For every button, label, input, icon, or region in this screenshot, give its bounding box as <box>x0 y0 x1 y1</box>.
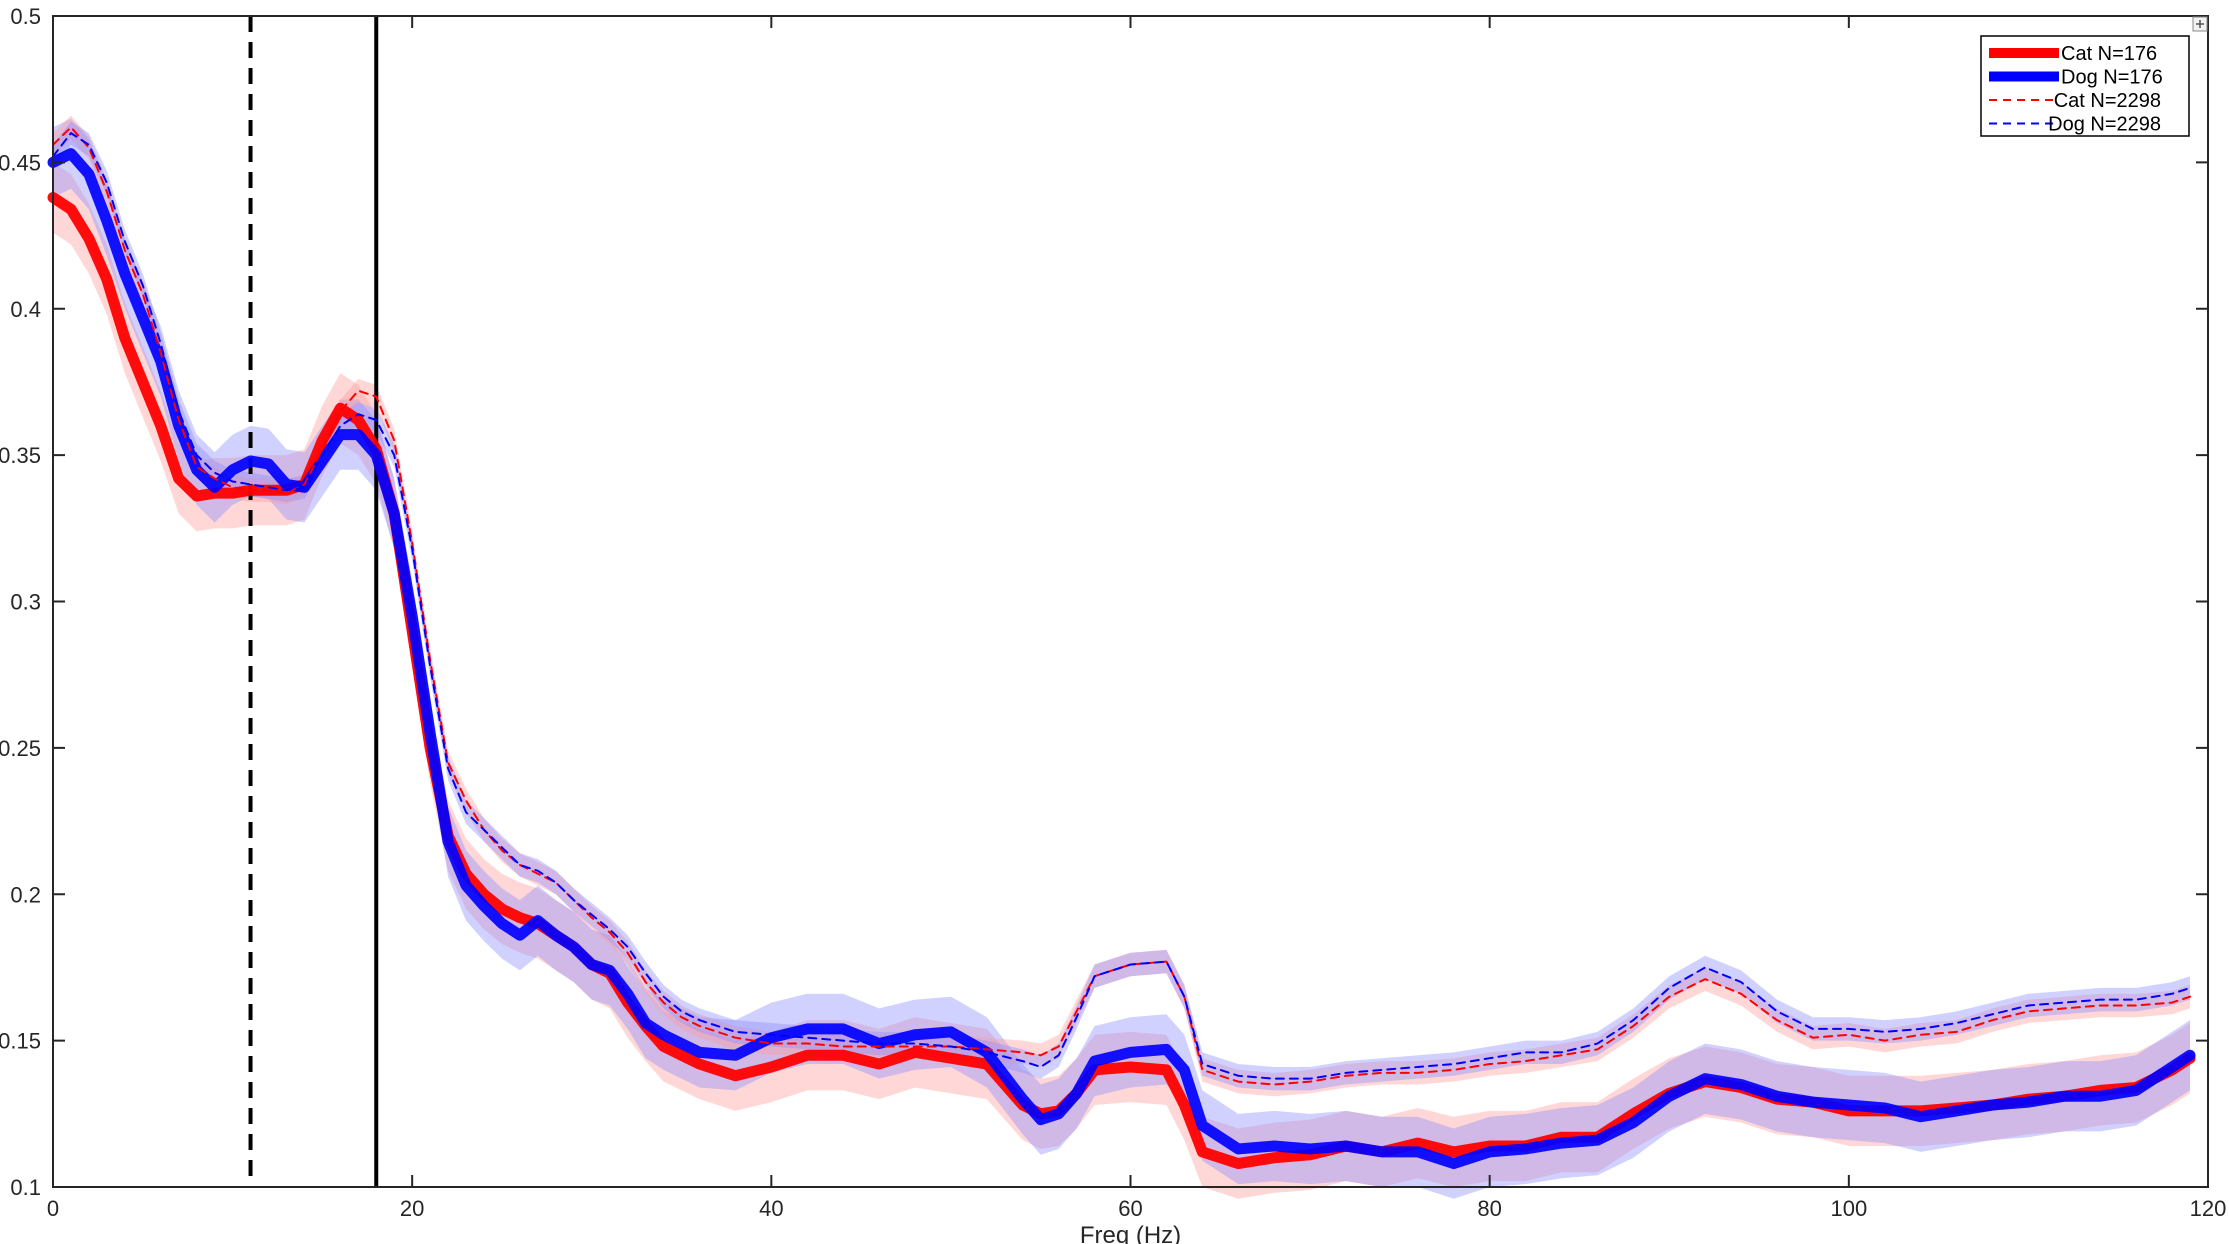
y-tick-label: 0.2 <box>10 882 41 907</box>
confidence-band <box>53 162 2191 1199</box>
reference-lines <box>248 16 379 1187</box>
y-tick-label: 0.35 <box>0 443 41 468</box>
x-axis-label: Freq (Hz) <box>1080 1222 1181 1244</box>
confidence-bands <box>53 115 2191 1199</box>
x-tick-label: 120 <box>2190 1196 2227 1221</box>
y-tick-label: 0.3 <box>10 590 41 615</box>
x-tick-label: 40 <box>759 1196 783 1221</box>
legend-label: Dog N=2298 <box>2048 114 2161 136</box>
y-tick-label: 0.15 <box>0 1029 41 1054</box>
legend-entry[interactable]: Cat N=176 <box>1989 43 2157 65</box>
x-tick-label: 80 <box>1477 1196 1501 1221</box>
x-tick-label: 100 <box>1830 1196 1867 1221</box>
series-line <box>47 192 2196 1170</box>
series-line <box>52 126 2192 1086</box>
legend-label: Dog N=176 <box>2061 67 2163 89</box>
legend-toggle-icon[interactable] <box>2192 16 2208 32</box>
legend-label: Cat N=176 <box>2061 43 2157 65</box>
x-tick-label: 20 <box>400 1196 424 1221</box>
series-line <box>52 132 2192 1080</box>
series-lines <box>47 126 2196 1170</box>
y-tick-label: 0.5 <box>10 4 41 29</box>
confidence-band <box>53 115 2191 1097</box>
y-tick-label: 0.1 <box>10 1175 41 1200</box>
x-tick-label: 0 <box>47 1196 59 1221</box>
y-tick-label: 0.25 <box>0 736 41 761</box>
y-axis-ticks: 0.1 0.15 0.2 0.25 0.3 0.35 0.4 0.45 0.5 <box>0 4 2208 1200</box>
confidence-band <box>53 121 2191 1091</box>
x-tick-label: 60 <box>1118 1196 1142 1221</box>
y-tick-label: 0.4 <box>10 297 41 322</box>
legend-entry[interactable]: Cat N=2298 <box>1989 90 2161 112</box>
legend-entry[interactable]: Dog N=176 <box>1989 67 2163 89</box>
series-line <box>47 148 2196 1170</box>
x-axis-ticks: 0 20 40 60 80 100 120 <box>47 16 2226 1221</box>
legend-entry[interactable]: Dog N=2298 <box>1989 114 2161 136</box>
confidence-band <box>53 118 2191 1199</box>
y-tick-label: 0.45 <box>0 150 41 175</box>
legend-label: Cat N=2298 <box>2054 90 2161 112</box>
